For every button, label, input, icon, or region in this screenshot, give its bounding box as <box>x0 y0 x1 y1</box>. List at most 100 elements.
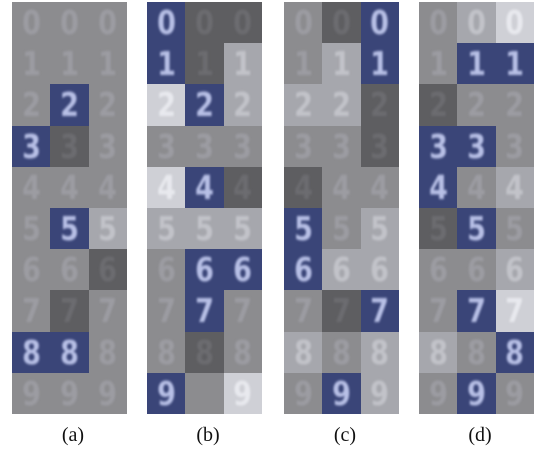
digit-tile: 5 <box>360 208 399 250</box>
digit-tile: 4 <box>88 166 127 208</box>
digit-tile: 6 <box>88 249 127 291</box>
digit-tile: 9 <box>419 372 458 414</box>
digit-tile: 6 <box>457 249 496 291</box>
digit-glyph: 0 <box>293 3 313 43</box>
digit-glyph: 5 <box>332 209 351 249</box>
digit-glyph: 7 <box>195 291 214 331</box>
digit-tile: 2 <box>419 84 458 126</box>
digit-tile: 1 <box>360 43 399 85</box>
digit-glyph: 9 <box>332 373 351 413</box>
digit-tile: 9 <box>50 372 89 414</box>
digit-glyph: 1 <box>332 44 351 84</box>
digit-glyph: 2 <box>195 85 214 125</box>
digit-glyph: 3 <box>467 126 486 166</box>
digit-glyph: 8 <box>98 332 118 372</box>
digit-tile: 7 <box>495 290 534 332</box>
digit-tile: 5 <box>185 208 224 250</box>
digit-glyph: 3 <box>98 126 118 166</box>
digit-glyph: 7 <box>505 291 525 331</box>
digit-tile: 7 <box>360 290 399 332</box>
digit-tile: 1 <box>185 43 224 85</box>
digit-tile: 2 <box>88 84 127 126</box>
digit-tile: 4 <box>322 166 361 208</box>
digit-glyph: 4 <box>370 167 390 207</box>
digit-tile: 3 <box>360 125 399 167</box>
digit-tile: 9 <box>322 372 361 414</box>
digit-tile: 8 <box>223 331 262 373</box>
digit-glyph: 9 <box>233 373 253 413</box>
digit-tile: 1 <box>284 43 323 85</box>
digit-glyph: 1 <box>156 44 176 84</box>
digit-glyph: 9 <box>505 373 525 413</box>
digit-glyph: 7 <box>467 291 486 331</box>
digit-glyph: 6 <box>60 250 79 290</box>
digit-glyph: 9 <box>156 373 176 413</box>
digit-glyph: 3 <box>332 126 351 166</box>
digit-tile: 0 <box>419 2 458 44</box>
digit-glyph: 0 <box>195 3 214 43</box>
digit-glyph: 5 <box>293 209 313 249</box>
digit-glyph: 1 <box>467 44 486 84</box>
digit-tile: 0 <box>284 2 323 44</box>
digit-glyph: 2 <box>370 85 390 125</box>
digit-tile: 1 <box>223 43 262 85</box>
digit-glyph: 1 <box>195 44 214 84</box>
digit-tile: 3 <box>88 125 127 167</box>
panel-caption: (c) <box>333 424 357 446</box>
digit-tile: 9 <box>223 372 262 414</box>
digit-glyph: 1 <box>293 44 313 84</box>
digit-glyph: 2 <box>332 85 351 125</box>
digit-glyph: 0 <box>332 3 351 43</box>
digit-tile: 6 <box>419 249 458 291</box>
digit-glyph: 3 <box>293 126 313 166</box>
digit-glyph: 8 <box>233 332 253 372</box>
digit-tile: 7 <box>147 290 186 332</box>
digit-tile: 1 <box>50 43 89 85</box>
digit-tile: 4 <box>223 166 262 208</box>
digit-tile: 0 <box>322 2 361 44</box>
digit-tile: 6 <box>284 249 323 291</box>
digit-tile: 4 <box>147 166 186 208</box>
digit-glyph: 0 <box>428 3 448 43</box>
digit-tile: 2 <box>147 84 186 126</box>
digit-glyph: 4 <box>467 167 486 207</box>
digit-glyph: 4 <box>332 167 351 207</box>
digit-tile: 2 <box>12 84 51 126</box>
digit-tile: 3 <box>457 125 496 167</box>
digit-tile: 0 <box>88 2 127 44</box>
digit-tile: 2 <box>457 84 496 126</box>
digit-tile: 3 <box>147 125 186 167</box>
digit-tile: 9 <box>12 372 51 414</box>
digit-tile: 7 <box>419 290 458 332</box>
digit-tile: 0 <box>495 2 534 44</box>
digit-tile: 7 <box>284 290 323 332</box>
digit-glyph: 3 <box>428 126 448 166</box>
digit-tile: 8 <box>185 331 224 373</box>
digit-tile: 0 <box>185 2 224 44</box>
panel-caption: (b) <box>196 424 220 446</box>
digit-tile: 4 <box>284 166 323 208</box>
digit-glyph: 4 <box>505 167 525 207</box>
digit-tile: 7 <box>322 290 361 332</box>
digit-glyph: 6 <box>505 250 525 290</box>
digit-glyph: 5 <box>60 209 79 249</box>
digit-glyph: 7 <box>233 291 253 331</box>
digit-glyph: 4 <box>233 167 253 207</box>
digit-glyph: 6 <box>428 250 448 290</box>
digit-glyph: 9 <box>428 373 448 413</box>
digit-glyph: 3 <box>156 126 176 166</box>
digit-glyph: 8 <box>156 332 176 372</box>
digit-glyph: 5 <box>428 209 448 249</box>
digit-glyph: 3 <box>233 126 253 166</box>
digit-glyph: 7 <box>428 291 448 331</box>
digit-tile: 8 <box>12 331 51 373</box>
digit-glyph: 8 <box>428 332 448 372</box>
digit-tile: 3 <box>50 125 89 167</box>
digit-tile: 3 <box>284 125 323 167</box>
digit-tile: 0 <box>457 2 496 44</box>
digit-tile: 4 <box>495 166 534 208</box>
digit-glyph: 5 <box>156 209 176 249</box>
digit-glyph: 5 <box>195 209 214 249</box>
digit-tile: 3 <box>495 125 534 167</box>
